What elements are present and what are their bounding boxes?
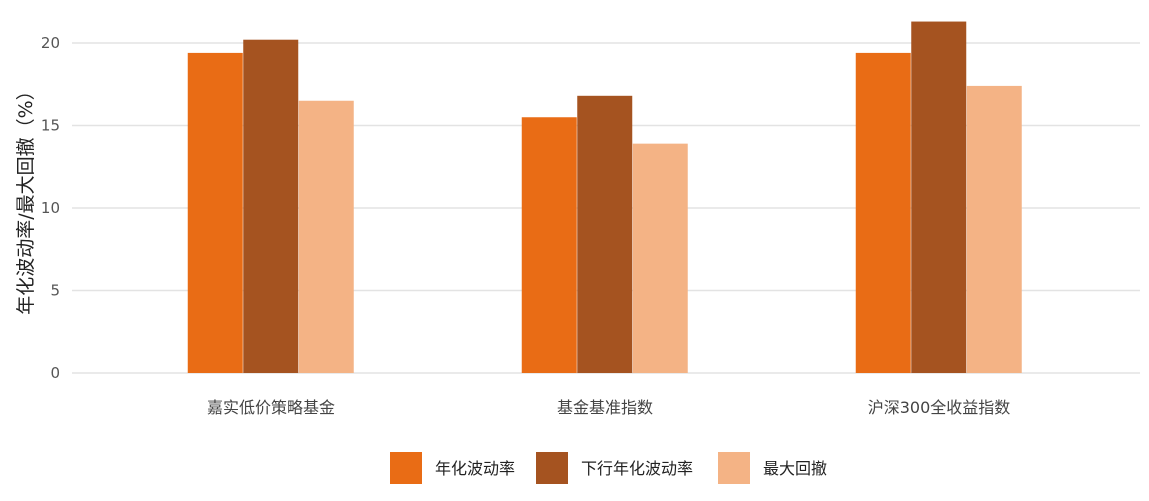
bar-1-0 — [521, 117, 577, 373]
bar-2-2 — [966, 85, 1022, 374]
legend-swatch — [536, 452, 568, 484]
bar-1-1 — [577, 95, 633, 374]
x-axis-category-labels: 嘉实低价策略基金 基金基准指数 沪深300全收益指数 — [207, 398, 1010, 417]
bar-2-1 — [911, 21, 967, 374]
bar-0-0 — [187, 52, 243, 374]
legend: 年化波动率 下行年化波动率 最大回撤 — [390, 452, 827, 484]
bar-2-0 — [855, 52, 911, 374]
bar-1-2 — [632, 143, 688, 373]
bar-0-1 — [243, 39, 299, 373]
y-axis-ticks: 0 5 10 15 20 — [41, 34, 60, 382]
legend-label: 下行年化波动率 — [581, 459, 693, 478]
legend-label: 年化波动率 — [435, 459, 515, 478]
x-category-label: 基金基准指数 — [557, 398, 653, 417]
y-axis-title: 年化波动率/最大回撤（%） — [15, 81, 37, 314]
legend-swatch — [390, 452, 422, 484]
y-tick-label: 20 — [41, 34, 60, 52]
x-category-label: 嘉实低价策略基金 — [207, 398, 335, 417]
legend-item: 最大回撤 — [718, 452, 827, 484]
legend-swatch — [718, 452, 750, 484]
legend-item: 下行年化波动率 — [536, 452, 693, 484]
y-tick-label: 0 — [50, 364, 60, 382]
legend-item: 年化波动率 — [390, 452, 515, 484]
y-tick-label: 10 — [41, 199, 60, 217]
x-category-label: 沪深300全收益指数 — [868, 398, 1011, 417]
bar-0-2 — [298, 100, 354, 373]
bars — [187, 21, 1022, 374]
y-tick-label: 5 — [50, 282, 60, 300]
y-tick-label: 15 — [41, 117, 60, 135]
legend-label: 最大回撤 — [763, 459, 827, 478]
